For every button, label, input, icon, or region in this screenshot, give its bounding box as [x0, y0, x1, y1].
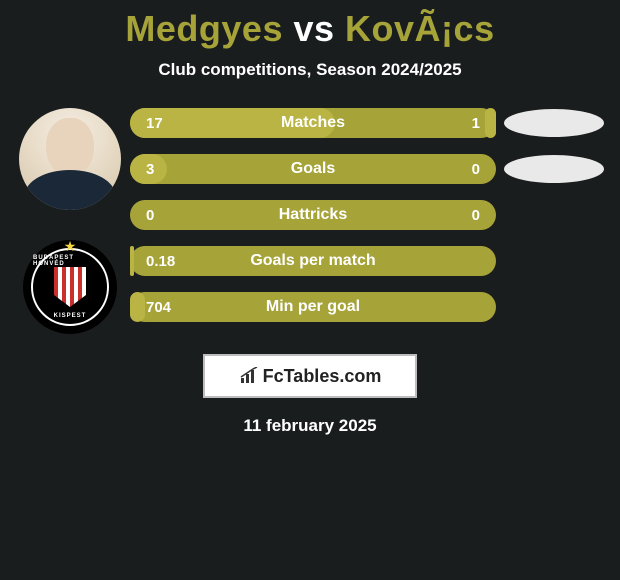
oval-spacer	[504, 247, 604, 275]
star-icon: ★	[64, 238, 77, 255]
player2-name: KovÃ¡cs	[345, 8, 495, 49]
stat-label: Min per goal	[184, 298, 442, 316]
player-avatar	[19, 108, 121, 210]
stat-value-left: 3	[130, 161, 184, 178]
comparison-card: Medgyes vs KovÃ¡cs Club competitions, Se…	[0, 0, 620, 436]
club-shield-icon	[54, 267, 86, 307]
stat-value-right: 0	[442, 207, 496, 224]
brand-link[interactable]: FcTables.com	[203, 354, 417, 398]
stats-column: 17 Matches 1 3 Goals 0	[130, 108, 610, 322]
stat-bar: 0.18 Goals per match	[130, 246, 496, 276]
stat-bar: 17 Matches 1	[130, 108, 496, 138]
chart-icon	[239, 367, 259, 385]
oval-spacer	[504, 293, 604, 321]
stat-value-right: 1	[442, 115, 496, 132]
stat-bar: 3 Goals 0	[130, 154, 496, 184]
oval-spacer	[504, 201, 604, 229]
content-row: ★ BUDAPEST HONVÉD KISPEST 17 Matches 1	[0, 108, 620, 334]
player1-name: Medgyes	[125, 8, 283, 49]
stat-label: Goals per match	[184, 252, 442, 270]
stat-row-hattricks: 0 Hattricks 0	[130, 200, 604, 230]
stat-value-left: 17	[130, 115, 184, 132]
subtitle: Club competitions, Season 2024/2025	[0, 60, 620, 80]
date-label: 11 february 2025	[243, 416, 376, 436]
stat-row-gpm: 0.18 Goals per match	[130, 246, 604, 276]
stat-value-left: 0.18	[130, 253, 184, 270]
stat-value-right: 0	[442, 161, 496, 178]
club-text-bottom: KISPEST	[54, 313, 87, 319]
club-badge-inner: ★ BUDAPEST HONVÉD KISPEST	[31, 248, 109, 326]
stat-value-left: 704	[130, 299, 184, 316]
club-text-top: BUDAPEST HONVÉD	[33, 255, 107, 267]
vs-label: vs	[293, 8, 334, 49]
club-badge: ★ BUDAPEST HONVÉD KISPEST	[23, 240, 117, 334]
player2-oval	[504, 109, 604, 137]
brand-text: FcTables.com	[263, 366, 382, 387]
stat-bar: 704 Min per goal	[130, 292, 496, 322]
stat-label: Goals	[184, 160, 442, 178]
stat-row-goals: 3 Goals 0	[130, 154, 604, 184]
stat-label: Hattricks	[184, 206, 442, 224]
title: Medgyes vs KovÃ¡cs	[0, 8, 620, 50]
footer: FcTables.com 11 february 2025	[0, 354, 620, 436]
stat-value-left: 0	[130, 207, 184, 224]
stat-row-mpg: 704 Min per goal	[130, 292, 604, 322]
stat-bar: 0 Hattricks 0	[130, 200, 496, 230]
player2-oval	[504, 155, 604, 183]
stat-row-matches: 17 Matches 1	[130, 108, 604, 138]
stat-label: Matches	[184, 114, 442, 132]
portraits-column: ★ BUDAPEST HONVÉD KISPEST	[10, 108, 130, 334]
